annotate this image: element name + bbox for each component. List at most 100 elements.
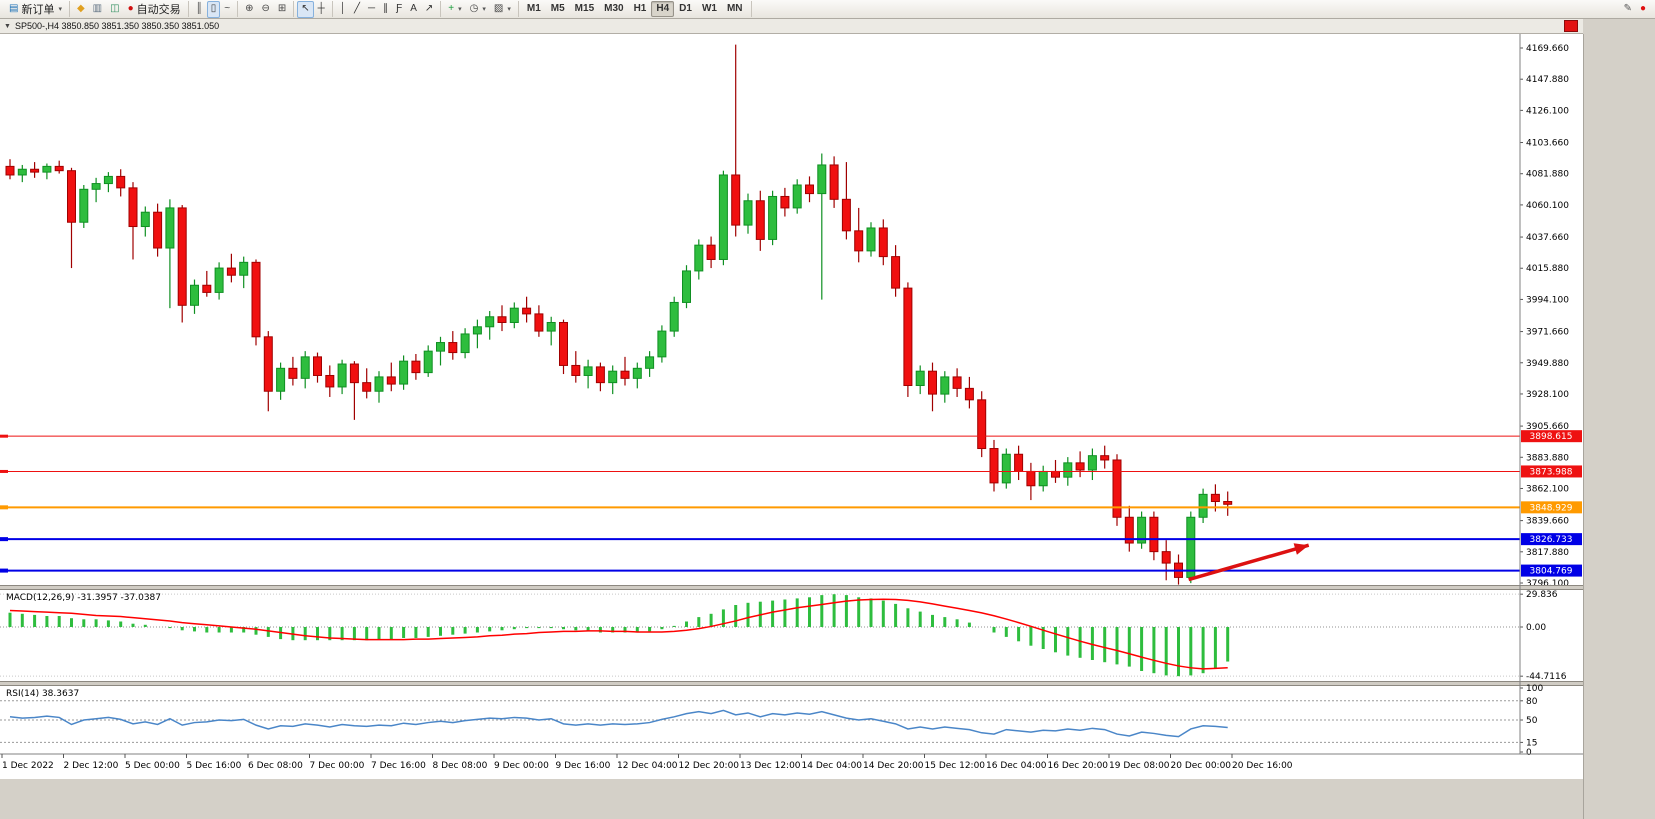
quick-edit-icon: ✎ [1623, 3, 1632, 14]
svg-text:29.836: 29.836 [1526, 590, 1558, 600]
svg-text:3873.988: 3873.988 [1530, 467, 1573, 477]
hline-3804.769[interactable]: 3804.769 [0, 564, 1582, 577]
timeframe-M5[interactable]: M5 [550, 3, 565, 14]
timeframe-H1[interactable]: H1 [633, 3, 647, 14]
svg-text:3949.880: 3949.880 [1526, 359, 1569, 369]
svg-text:3928.100: 3928.100 [1526, 390, 1569, 400]
svg-text:3848.929: 3848.929 [1530, 503, 1573, 513]
price-chart[interactable]: 4169.660 4147.880 4126.100 4103.660 4081.880… [0, 34, 1583, 779]
arrows-button[interactable]: ↗ [421, 1, 437, 18]
market-watch-icon[interactable]: ▥ [89, 1, 106, 18]
svg-text:7 Dec 16:00: 7 Dec 16:00 [371, 761, 426, 771]
svg-text:3883.880: 3883.880 [1526, 453, 1569, 463]
dropdown-arrow-icon: ▾ [58, 6, 62, 13]
vertical-line-icon: │ [339, 3, 346, 14]
dropdown-arrow-icon: ▾ [458, 6, 462, 13]
svg-text:3817.880: 3817.880 [1526, 548, 1569, 558]
svg-text:0.00: 0.00 [1526, 623, 1546, 633]
svg-text:4103.660: 4103.660 [1526, 139, 1569, 149]
crosshair-button[interactable]: ┼ [314, 1, 329, 18]
timeframe-M15[interactable]: M15 [574, 3, 595, 14]
svg-text:19 Dec 08:00: 19 Dec 08:00 [1109, 761, 1170, 771]
svg-text:0: 0 [1526, 748, 1532, 758]
svg-text:9 Dec 16:00: 9 Dec 16:00 [556, 761, 611, 771]
svg-text:-44.7116: -44.7116 [1526, 672, 1567, 682]
pane-splitter[interactable] [0, 681, 1583, 686]
hline-3873.988[interactable]: 3873.988 [0, 465, 1582, 478]
order-group: ▤ 新订单 ▾ [2, 1, 70, 17]
svg-text:3796.100: 3796.100 [1526, 579, 1569, 589]
chart-title-bar[interactable]: ▼ SP500-,H4 3850.850 3851.350 3850.350 3… [0, 19, 1583, 34]
vertical-line-button[interactable]: │ [336, 1, 350, 18]
crosshair-icon: ┼ [317, 3, 325, 14]
autotrade-button[interactable]: ● 自动交易 [124, 1, 185, 18]
chart-title: SP500-,H4 3850.850 3851.350 3850.350 385… [14, 21, 220, 31]
rsi-label: RSI(14) 38.3637 [6, 689, 79, 699]
hline-3898.615[interactable]: 3898.615 [0, 430, 1582, 443]
zoom-out-button[interactable]: ⊖ [257, 1, 273, 18]
zoom-in-button[interactable]: ⊕ [241, 1, 257, 18]
pane-splitter[interactable] [0, 585, 1583, 590]
svg-text:3905.660: 3905.660 [1526, 422, 1569, 432]
templates-button[interactable]: ▨ ▾ [490, 1, 515, 18]
notification-icon: ● [1639, 3, 1646, 14]
charts-profile-icon[interactable]: ◆ [73, 1, 89, 18]
bar-chart-button[interactable]: ║ [192, 1, 207, 18]
text-label-icon: A [410, 3, 417, 14]
svg-text:15: 15 [1526, 738, 1537, 748]
data-window-icon: ◫ [110, 3, 120, 14]
chart-type-group: ║ ▯ ~ [189, 0, 239, 18]
hline-3848.929[interactable]: 3848.929 [0, 501, 1582, 514]
svg-text:2 Dec 12:00: 2 Dec 12:00 [64, 761, 119, 771]
svg-text:4081.880: 4081.880 [1526, 170, 1569, 180]
svg-text:12 Dec 04:00: 12 Dec 04:00 [617, 761, 678, 771]
svg-text:3994.100: 3994.100 [1526, 295, 1569, 305]
alert-marker[interactable] [1564, 20, 1578, 32]
timeframe-W1[interactable]: W1 [701, 3, 717, 14]
fibonacci-button[interactable]: Ƒ [392, 1, 406, 18]
text-label-button[interactable]: A [406, 1, 421, 18]
charts-profile-icon: ◆ [76, 3, 85, 14]
draw-group: │ ╱ ─ ∥ Ƒ A ↗ [333, 1, 442, 17]
indicator-group: + ▾ ◷ ▾ ▨ ▾ [441, 1, 519, 17]
horizontal-line-button[interactable]: ─ [364, 1, 379, 18]
trendline-button[interactable]: ╱ [350, 1, 364, 18]
svg-text:5 Dec 00:00: 5 Dec 00:00 [125, 761, 180, 771]
timeframe-MN[interactable]: MN [726, 3, 743, 14]
hline-3826.733[interactable]: 3826.733 [0, 533, 1582, 546]
notification-badge[interactable]: ● [1636, 1, 1650, 18]
line-chart-button[interactable]: ~ [220, 1, 234, 18]
svg-text:3862.100: 3862.100 [1526, 484, 1569, 494]
svg-text:4169.660: 4169.660 [1526, 44, 1569, 54]
arrows-icon: ↗ [424, 3, 434, 14]
indicators-icon: + [448, 3, 455, 14]
collapse-chart-icon[interactable]: ▼ [4, 22, 11, 30]
timeframe-H4[interactable]: H4 [651, 1, 675, 17]
indicators-button[interactable]: + ▾ [444, 1, 465, 18]
trend-arrow[interactable] [1188, 539, 1311, 582]
cursor-icon: ↖ [301, 3, 310, 14]
timeframe-D1[interactable]: D1 [679, 3, 692, 14]
svg-text:4126.100: 4126.100 [1526, 106, 1569, 116]
cursor-button[interactable]: ↖ [297, 0, 314, 18]
timeframe-M30[interactable]: M30 [604, 3, 624, 14]
svg-text:3826.733: 3826.733 [1530, 535, 1573, 545]
svg-text:3898.615: 3898.615 [1530, 432, 1573, 442]
zoom-out-icon: ⊖ [261, 3, 270, 14]
candlestick-chart-button[interactable]: ▯ [206, 0, 221, 18]
timeframe-M1[interactable]: M1 [526, 3, 541, 14]
chart-area[interactable]: 4169.660 4147.880 4126.100 4103.660 4081.880… [0, 34, 1655, 819]
zoom-in-icon: ⊕ [245, 3, 254, 14]
bar-chart-icon: ║ [195, 3, 203, 14]
quick-edit-icon[interactable]: ✎ [1620, 1, 1636, 18]
svg-text:3839.660: 3839.660 [1526, 517, 1569, 527]
tile-windows-button[interactable]: ⊞ [274, 1, 290, 18]
svg-text:4015.880: 4015.880 [1526, 264, 1569, 274]
time-axis: 1 Dec 2022 2 Dec 12:00 5 Dec 00:00 5 Dec 16… [0, 34, 1583, 771]
equidistant-channel-button[interactable]: ∥ [379, 1, 392, 18]
new-order-icon: ▤ [9, 3, 19, 14]
data-window-icon[interactable]: ◫ [106, 1, 123, 18]
periods-button[interactable]: ◷ ▾ [466, 1, 490, 18]
zoom-group: ⊕ ⊖ ⊞ [238, 1, 295, 18]
new-order-button[interactable]: ▤ 新订单 ▾ [5, 1, 66, 18]
